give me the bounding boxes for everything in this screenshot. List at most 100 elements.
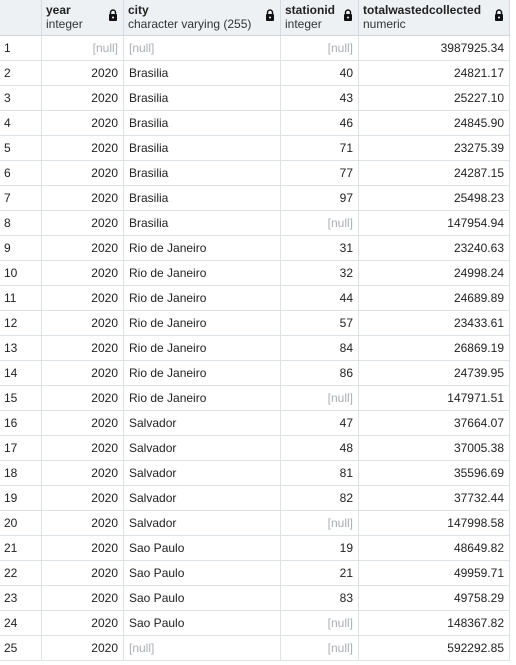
- city-cell[interactable]: Salvador: [124, 461, 281, 485]
- totalwastedcollected-cell[interactable]: 147971.51: [359, 386, 510, 410]
- stationid-cell[interactable]: [null]: [281, 211, 359, 235]
- totalwastedcollected-cell[interactable]: 23275.39: [359, 136, 510, 160]
- totalwastedcollected-cell[interactable]: 25498.23: [359, 186, 510, 210]
- stationid-cell[interactable]: 77: [281, 161, 359, 185]
- year-cell[interactable]: 2020: [42, 486, 124, 510]
- row-number-cell[interactable]: 22: [0, 561, 42, 585]
- totalwastedcollected-cell[interactable]: 24821.17: [359, 61, 510, 85]
- stationid-cell[interactable]: 21: [281, 561, 359, 585]
- totalwastedcollected-cell[interactable]: 23240.63: [359, 236, 510, 260]
- city-cell[interactable]: Rio de Janeiro: [124, 311, 281, 335]
- year-cell[interactable]: 2020: [42, 461, 124, 485]
- totalwastedcollected-cell[interactable]: 3987925.34: [359, 36, 510, 60]
- city-cell[interactable]: Rio de Janeiro: [124, 236, 281, 260]
- year-cell[interactable]: 2020: [42, 111, 124, 135]
- totalwastedcollected-cell[interactable]: 49758.29: [359, 586, 510, 610]
- city-cell[interactable]: Rio de Janeiro: [124, 386, 281, 410]
- table-row[interactable]: 14 2020 Rio de Janeiro 86 24739.95: [0, 361, 510, 386]
- city-cell[interactable]: Sao Paulo: [124, 611, 281, 635]
- row-number-cell[interactable]: 5: [0, 136, 42, 160]
- city-cell[interactable]: Brasilia: [124, 186, 281, 210]
- row-number-cell[interactable]: 6: [0, 161, 42, 185]
- year-cell[interactable]: [null]: [42, 36, 124, 60]
- column-header-totalwastedcollected[interactable]: totalwastedcollected numeric: [359, 0, 510, 35]
- row-number-cell[interactable]: 23: [0, 586, 42, 610]
- header-corner[interactable]: [0, 0, 42, 35]
- table-row[interactable]: 8 2020 Brasilia [null] 147954.94: [0, 211, 510, 236]
- row-number-cell[interactable]: 13: [0, 336, 42, 360]
- stationid-cell[interactable]: 82: [281, 486, 359, 510]
- totalwastedcollected-cell[interactable]: 49959.71: [359, 561, 510, 585]
- year-cell[interactable]: 2020: [42, 586, 124, 610]
- row-number-cell[interactable]: 15: [0, 386, 42, 410]
- table-row[interactable]: 25 2020 [null] [null] 592292.85: [0, 636, 510, 661]
- table-row[interactable]: 18 2020 Salvador 81 35596.69: [0, 461, 510, 486]
- row-number-cell[interactable]: 21: [0, 536, 42, 560]
- stationid-cell[interactable]: 19: [281, 536, 359, 560]
- table-row[interactable]: 5 2020 Brasilia 71 23275.39: [0, 136, 510, 161]
- totalwastedcollected-cell[interactable]: 37005.38: [359, 436, 510, 460]
- column-header-year[interactable]: year integer: [42, 0, 124, 35]
- table-row[interactable]: 15 2020 Rio de Janeiro [null] 147971.51: [0, 386, 510, 411]
- year-cell[interactable]: 2020: [42, 61, 124, 85]
- totalwastedcollected-cell[interactable]: 147998.58: [359, 511, 510, 535]
- city-cell[interactable]: Rio de Janeiro: [124, 286, 281, 310]
- city-cell[interactable]: Rio de Janeiro: [124, 336, 281, 360]
- year-cell[interactable]: 2020: [42, 311, 124, 335]
- year-cell[interactable]: 2020: [42, 236, 124, 260]
- stationid-cell[interactable]: 46: [281, 111, 359, 135]
- table-row[interactable]: 10 2020 Rio de Janeiro 32 24998.24: [0, 261, 510, 286]
- row-number-cell[interactable]: 19: [0, 486, 42, 510]
- city-cell[interactable]: Brasilia: [124, 86, 281, 110]
- city-cell[interactable]: Brasilia: [124, 61, 281, 85]
- table-row[interactable]: 12 2020 Rio de Janeiro 57 23433.61: [0, 311, 510, 336]
- stationid-cell[interactable]: 40: [281, 61, 359, 85]
- totalwastedcollected-cell[interactable]: 592292.85: [359, 636, 510, 660]
- totalwastedcollected-cell[interactable]: 24287.15: [359, 161, 510, 185]
- year-cell[interactable]: 2020: [42, 436, 124, 460]
- table-row[interactable]: 24 2020 Sao Paulo [null] 148367.82: [0, 611, 510, 636]
- stationid-cell[interactable]: [null]: [281, 611, 359, 635]
- city-cell[interactable]: Salvador: [124, 436, 281, 460]
- stationid-cell[interactable]: 47: [281, 411, 359, 435]
- table-row[interactable]: 4 2020 Brasilia 46 24845.90: [0, 111, 510, 136]
- stationid-cell[interactable]: 86: [281, 361, 359, 385]
- table-row[interactable]: 16 2020 Salvador 47 37664.07: [0, 411, 510, 436]
- year-cell[interactable]: 2020: [42, 611, 124, 635]
- table-row[interactable]: 9 2020 Rio de Janeiro 31 23240.63: [0, 236, 510, 261]
- year-cell[interactable]: 2020: [42, 186, 124, 210]
- row-number-cell[interactable]: 3: [0, 86, 42, 110]
- row-number-cell[interactable]: 8: [0, 211, 42, 235]
- table-row[interactable]: 3 2020 Brasilia 43 25227.10: [0, 86, 510, 111]
- table-row[interactable]: 7 2020 Brasilia 97 25498.23: [0, 186, 510, 211]
- stationid-cell[interactable]: [null]: [281, 636, 359, 660]
- stationid-cell[interactable]: 32: [281, 261, 359, 285]
- totalwastedcollected-cell[interactable]: 148367.82: [359, 611, 510, 635]
- year-cell[interactable]: 2020: [42, 136, 124, 160]
- city-cell[interactable]: Brasilia: [124, 211, 281, 235]
- city-cell[interactable]: [null]: [124, 36, 281, 60]
- row-number-cell[interactable]: 10: [0, 261, 42, 285]
- row-number-cell[interactable]: 20: [0, 511, 42, 535]
- city-cell[interactable]: Rio de Janeiro: [124, 361, 281, 385]
- stationid-cell[interactable]: 44: [281, 286, 359, 310]
- stationid-cell[interactable]: 71: [281, 136, 359, 160]
- city-cell[interactable]: Salvador: [124, 511, 281, 535]
- year-cell[interactable]: 2020: [42, 361, 124, 385]
- stationid-cell[interactable]: 83: [281, 586, 359, 610]
- table-row[interactable]: 1 [null] [null] [null] 3987925.34: [0, 36, 510, 61]
- totalwastedcollected-cell[interactable]: 24845.90: [359, 111, 510, 135]
- stationid-cell[interactable]: 31: [281, 236, 359, 260]
- table-row[interactable]: 21 2020 Sao Paulo 19 48649.82: [0, 536, 510, 561]
- year-cell[interactable]: 2020: [42, 86, 124, 110]
- table-row[interactable]: 13 2020 Rio de Janeiro 84 26869.19: [0, 336, 510, 361]
- city-cell[interactable]: Sao Paulo: [124, 536, 281, 560]
- row-number-cell[interactable]: 11: [0, 286, 42, 310]
- city-cell[interactable]: Brasilia: [124, 136, 281, 160]
- totalwastedcollected-cell[interactable]: 24998.24: [359, 261, 510, 285]
- city-cell[interactable]: [null]: [124, 636, 281, 660]
- year-cell[interactable]: 2020: [42, 536, 124, 560]
- stationid-cell[interactable]: 97: [281, 186, 359, 210]
- row-number-cell[interactable]: 17: [0, 436, 42, 460]
- stationid-cell[interactable]: 84: [281, 336, 359, 360]
